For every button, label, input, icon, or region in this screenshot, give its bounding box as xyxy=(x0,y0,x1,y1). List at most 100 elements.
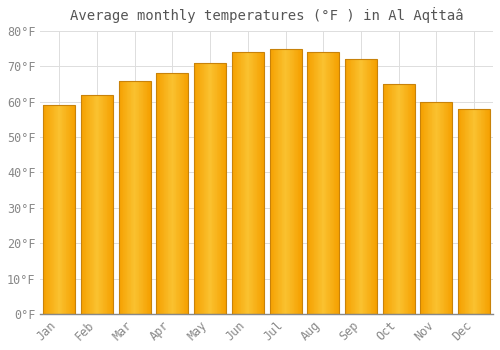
Bar xyxy=(438,102,439,314)
Bar xyxy=(58,105,59,314)
Bar xyxy=(173,74,174,314)
Bar xyxy=(61,105,62,314)
Bar xyxy=(322,52,324,314)
Bar xyxy=(307,52,308,314)
Bar xyxy=(422,102,423,314)
Bar xyxy=(467,109,468,314)
Bar xyxy=(382,84,384,314)
Bar xyxy=(368,59,369,314)
Bar xyxy=(47,105,48,314)
Bar xyxy=(214,63,215,314)
Bar xyxy=(168,74,169,314)
Bar xyxy=(460,109,462,314)
Bar xyxy=(291,49,292,314)
Bar xyxy=(176,74,177,314)
Bar xyxy=(156,74,188,314)
Bar xyxy=(443,102,444,314)
Bar xyxy=(300,49,301,314)
Bar xyxy=(254,52,255,314)
Bar xyxy=(185,74,186,314)
Bar xyxy=(293,49,294,314)
Bar xyxy=(250,52,251,314)
Bar xyxy=(312,52,313,314)
Bar xyxy=(204,63,206,314)
Bar xyxy=(236,52,238,314)
Bar xyxy=(459,109,460,314)
Bar xyxy=(358,59,360,314)
Bar xyxy=(232,52,234,314)
Bar xyxy=(82,94,84,314)
Bar xyxy=(98,94,100,314)
Bar xyxy=(270,49,302,314)
Bar xyxy=(325,52,326,314)
Bar xyxy=(96,94,97,314)
Bar xyxy=(179,74,180,314)
Bar xyxy=(425,102,426,314)
Bar xyxy=(244,52,246,314)
Bar xyxy=(186,74,187,314)
Bar xyxy=(140,80,141,314)
Bar xyxy=(476,109,478,314)
Bar xyxy=(122,80,124,314)
Bar xyxy=(162,74,164,314)
Bar xyxy=(420,102,421,314)
Bar xyxy=(158,74,160,314)
Bar xyxy=(243,52,244,314)
Bar xyxy=(120,80,121,314)
Bar xyxy=(183,74,184,314)
Bar xyxy=(57,105,58,314)
Bar xyxy=(318,52,320,314)
Bar xyxy=(134,80,136,314)
Bar xyxy=(295,49,296,314)
Bar xyxy=(133,80,134,314)
Bar xyxy=(262,52,263,314)
Bar xyxy=(402,84,404,314)
Bar xyxy=(64,105,65,314)
Bar xyxy=(388,84,389,314)
Bar xyxy=(283,49,284,314)
Bar xyxy=(165,74,166,314)
Bar xyxy=(370,59,372,314)
Bar xyxy=(55,105,56,314)
Bar xyxy=(292,49,293,314)
Bar xyxy=(428,102,429,314)
Bar xyxy=(220,63,222,314)
Bar xyxy=(260,52,262,314)
Bar xyxy=(184,74,185,314)
Bar xyxy=(390,84,392,314)
Bar xyxy=(141,80,142,314)
Bar xyxy=(397,84,398,314)
Bar xyxy=(326,52,328,314)
Bar xyxy=(65,105,66,314)
Bar xyxy=(128,80,129,314)
Bar xyxy=(246,52,247,314)
Bar xyxy=(424,102,425,314)
Bar xyxy=(195,63,196,314)
Bar xyxy=(194,63,195,314)
Bar xyxy=(174,74,175,314)
Bar xyxy=(172,74,173,314)
Bar xyxy=(430,102,431,314)
Bar xyxy=(275,49,276,314)
Bar xyxy=(270,49,271,314)
Bar xyxy=(240,52,242,314)
Bar xyxy=(361,59,362,314)
Bar xyxy=(337,52,338,314)
Bar xyxy=(74,105,75,314)
Bar xyxy=(301,49,302,314)
Bar xyxy=(67,105,68,314)
Bar xyxy=(316,52,317,314)
Bar xyxy=(287,49,288,314)
Bar xyxy=(108,94,109,314)
Bar xyxy=(130,80,132,314)
Bar xyxy=(200,63,202,314)
Bar xyxy=(255,52,256,314)
Bar xyxy=(400,84,401,314)
Bar xyxy=(458,109,490,314)
Bar xyxy=(136,80,137,314)
Bar xyxy=(376,59,377,314)
Bar xyxy=(259,52,260,314)
Bar xyxy=(101,94,102,314)
Bar xyxy=(365,59,366,314)
Bar xyxy=(470,109,471,314)
